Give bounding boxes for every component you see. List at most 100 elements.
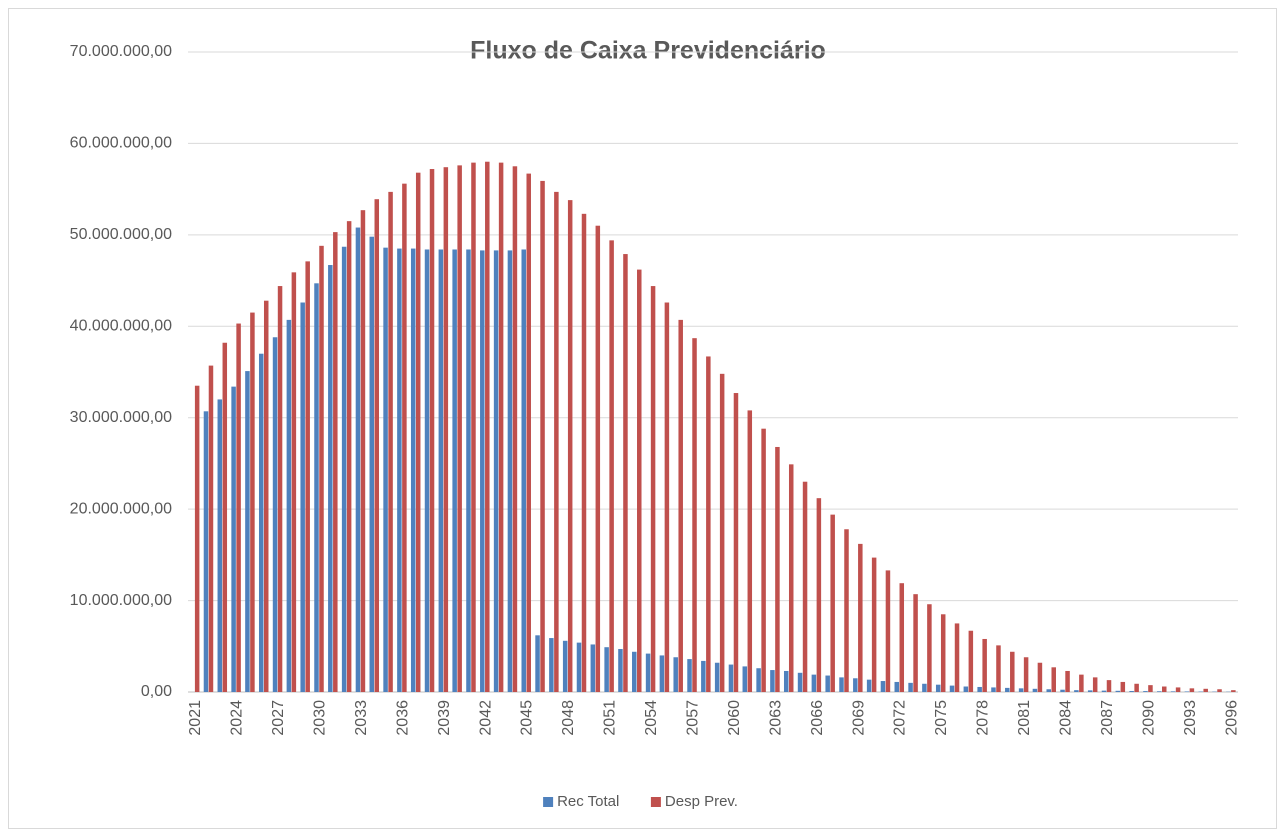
bar: [1157, 691, 1162, 692]
bar: [623, 254, 628, 693]
bar: [963, 686, 969, 692]
bar: [480, 250, 485, 692]
x-tick-label: 2087: [1099, 700, 1116, 736]
bar: [977, 686, 982, 692]
bar: [452, 249, 457, 692]
legend-label: Desp Prev.: [665, 793, 738, 810]
bar: [272, 337, 278, 692]
bar: [1170, 691, 1176, 692]
bar: [402, 183, 407, 692]
bar: [637, 269, 642, 692]
y-tick-label: 60.000.000,00: [70, 135, 172, 152]
x-tick-label: 2021: [187, 700, 204, 736]
x-tick-label: 2036: [394, 700, 411, 736]
bar: [830, 514, 835, 692]
bar: [1162, 686, 1167, 692]
bar: [526, 173, 531, 693]
bar: [954, 623, 960, 692]
bar: [554, 191, 559, 692]
bar: [512, 166, 518, 693]
bar: [457, 165, 462, 692]
bar: [498, 162, 504, 693]
bar: [346, 221, 352, 692]
bar: [493, 250, 499, 692]
bar: [811, 674, 817, 692]
x-tick-label: 2066: [809, 700, 826, 736]
bar: [996, 645, 1001, 692]
bar: [424, 249, 430, 692]
y-tick-label: 10.000.000,00: [70, 592, 172, 609]
bar: [922, 683, 927, 692]
bar: [604, 647, 609, 692]
x-tick-label: 2078: [975, 700, 992, 736]
bar: [1148, 685, 1153, 692]
bar: [1032, 688, 1038, 692]
bar: [203, 411, 209, 692]
y-tick-label: 0,00: [141, 683, 172, 700]
x-tick-label: 2069: [850, 700, 867, 736]
bar: [719, 373, 725, 692]
y-tick-label: 70.000.000,00: [70, 43, 172, 60]
bar: [415, 172, 421, 692]
bar: [471, 162, 476, 693]
bar: [899, 583, 905, 692]
bar: [1129, 690, 1134, 692]
bar: [250, 312, 255, 692]
bar: [222, 342, 228, 692]
y-tick-label: 20.000.000,00: [70, 500, 172, 517]
bar: [410, 248, 416, 693]
bar: [825, 675, 830, 692]
bar: [576, 642, 582, 692]
bar: [443, 167, 449, 692]
bar: [581, 213, 587, 693]
bar: [701, 660, 706, 692]
bar: [853, 678, 858, 692]
bar: [300, 302, 305, 692]
y-tick-label: 40.000.000,00: [70, 318, 172, 335]
bar: [982, 638, 987, 692]
bar: [692, 338, 697, 692]
bar: [908, 682, 913, 692]
bar: [858, 543, 863, 692]
x-tick-label: 2072: [892, 700, 909, 736]
bar: [673, 657, 678, 692]
bar: [1018, 688, 1024, 692]
bar: [1101, 690, 1107, 692]
bar: [590, 644, 596, 692]
bar: [208, 365, 214, 692]
bar: [788, 464, 794, 692]
bar: [714, 662, 720, 692]
bar: [770, 670, 775, 692]
bar: [866, 679, 872, 692]
bar: [277, 286, 283, 692]
x-tick-label: 2039: [436, 700, 453, 736]
bar: [397, 248, 402, 693]
bar: [797, 672, 803, 692]
bar: [664, 302, 670, 692]
chart-title: Fluxo de Caixa Previdenciário: [470, 37, 826, 65]
x-tick-label: 2057: [684, 700, 701, 736]
bar: [341, 246, 347, 692]
bar: [733, 393, 739, 692]
bar: [305, 261, 310, 692]
bar: [369, 236, 375, 692]
bar: [844, 529, 849, 692]
bar: [968, 630, 974, 692]
bar: [775, 446, 780, 692]
bar: [1175, 687, 1181, 692]
bar: [1143, 691, 1148, 692]
x-tick-label: 2042: [477, 700, 494, 736]
x-tick-label: 2051: [602, 700, 619, 736]
bar: [374, 199, 380, 692]
bar: [618, 649, 623, 692]
bar: [194, 385, 200, 692]
bar: [728, 664, 734, 692]
bar: [761, 428, 766, 692]
x-tick-label: 2027: [270, 700, 287, 736]
bar: [1203, 688, 1208, 692]
bar: [659, 655, 665, 692]
bar: [1065, 670, 1070, 692]
bar: [1023, 657, 1029, 692]
bar: [1231, 690, 1236, 692]
